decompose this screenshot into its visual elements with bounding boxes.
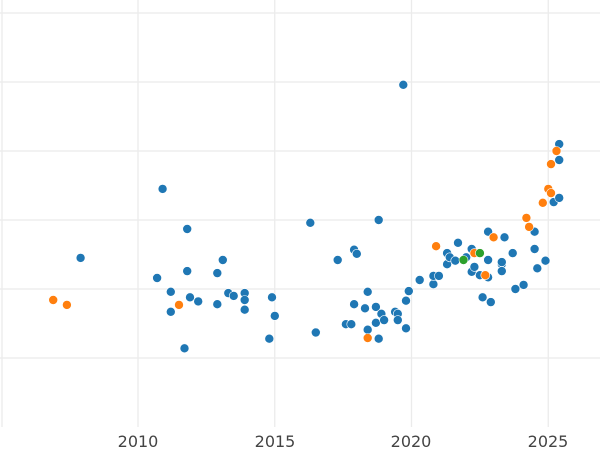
blue-data-point bbox=[360, 303, 370, 314]
blue-data-point bbox=[529, 244, 540, 254]
blue-data-point bbox=[264, 333, 275, 344]
data-points bbox=[48, 80, 565, 354]
blue-data-point bbox=[554, 193, 565, 203]
blue-data-point bbox=[453, 238, 463, 248]
green-data-point bbox=[475, 248, 485, 258]
orange-data-point bbox=[546, 188, 556, 198]
blue-data-point bbox=[507, 248, 518, 258]
blue-data-point bbox=[496, 257, 507, 267]
orange-data-point bbox=[431, 241, 441, 251]
orange-data-point bbox=[480, 270, 491, 281]
x-tick-label: 2010 bbox=[118, 432, 159, 450]
x-tick-label: 2025 bbox=[528, 432, 569, 450]
x-tick-label: 2015 bbox=[255, 432, 296, 450]
orange-data-point bbox=[537, 198, 548, 208]
blue-data-point bbox=[346, 319, 357, 330]
blue-data-point bbox=[485, 297, 496, 307]
blue-data-point bbox=[362, 286, 373, 297]
blue-data-point bbox=[373, 333, 384, 344]
blue-data-point bbox=[483, 255, 493, 265]
orange-data-point bbox=[48, 295, 59, 305]
orange-data-point bbox=[521, 213, 532, 223]
blue-data-point bbox=[499, 232, 510, 243]
blue-data-point bbox=[182, 266, 192, 276]
blue-data-point bbox=[371, 317, 381, 328]
blue-data-point bbox=[371, 302, 381, 312]
blue-data-point bbox=[179, 343, 190, 354]
blue-data-point bbox=[310, 327, 321, 338]
blue-data-point bbox=[166, 306, 176, 317]
blue-data-point bbox=[540, 255, 551, 266]
blue-data-point bbox=[554, 155, 565, 165]
blue-data-point bbox=[496, 266, 507, 276]
blue-data-point bbox=[218, 255, 228, 265]
orange-data-point bbox=[524, 222, 534, 232]
blue-data-point bbox=[414, 275, 425, 285]
blue-data-point bbox=[398, 80, 409, 90]
blue-data-point bbox=[212, 299, 223, 310]
blue-data-point bbox=[532, 263, 543, 274]
blue-data-point bbox=[157, 184, 168, 194]
blue-data-point bbox=[75, 253, 86, 263]
orange-data-point bbox=[488, 232, 499, 243]
blue-data-point bbox=[239, 295, 250, 305]
orange-data-point bbox=[362, 333, 373, 343]
blue-data-point bbox=[332, 255, 343, 265]
blue-data-point bbox=[373, 215, 384, 225]
blue-data-point bbox=[469, 262, 480, 272]
green-data-point bbox=[458, 255, 469, 265]
orange-data-point bbox=[62, 300, 72, 310]
blue-data-point bbox=[477, 292, 488, 303]
x-axis-ticks: 2010 2015 2020 2025 bbox=[118, 432, 569, 450]
blue-data-point bbox=[351, 249, 362, 259]
blue-data-point bbox=[267, 292, 277, 303]
blue-data-point bbox=[182, 224, 192, 234]
orange-data-point bbox=[546, 159, 556, 169]
blue-data-point bbox=[518, 280, 529, 290]
blue-data-point bbox=[434, 271, 444, 281]
gridlines bbox=[0, 0, 600, 427]
blue-data-point bbox=[166, 286, 176, 297]
blue-data-point bbox=[193, 296, 203, 307]
blue-data-point bbox=[379, 315, 389, 325]
blue-data-point bbox=[269, 311, 280, 321]
blue-data-point bbox=[450, 255, 461, 266]
blue-data-point bbox=[401, 323, 411, 334]
blue-data-point bbox=[152, 273, 162, 283]
blue-data-point bbox=[428, 279, 439, 290]
orange-data-point bbox=[174, 300, 184, 310]
blue-data-point bbox=[403, 286, 414, 296]
blue-data-point bbox=[392, 315, 403, 325]
blue-data-point bbox=[212, 268, 223, 278]
blue-data-point bbox=[185, 292, 195, 303]
blue-data-point bbox=[239, 304, 250, 315]
blue-data-point bbox=[362, 324, 373, 335]
x-tick-label: 2020 bbox=[391, 432, 432, 450]
blue-data-point bbox=[401, 295, 411, 306]
blue-data-point bbox=[349, 299, 359, 310]
blue-data-point bbox=[510, 284, 521, 294]
blue-data-point bbox=[228, 291, 239, 301]
blue-data-point bbox=[305, 218, 316, 228]
orange-data-point bbox=[551, 146, 562, 156]
